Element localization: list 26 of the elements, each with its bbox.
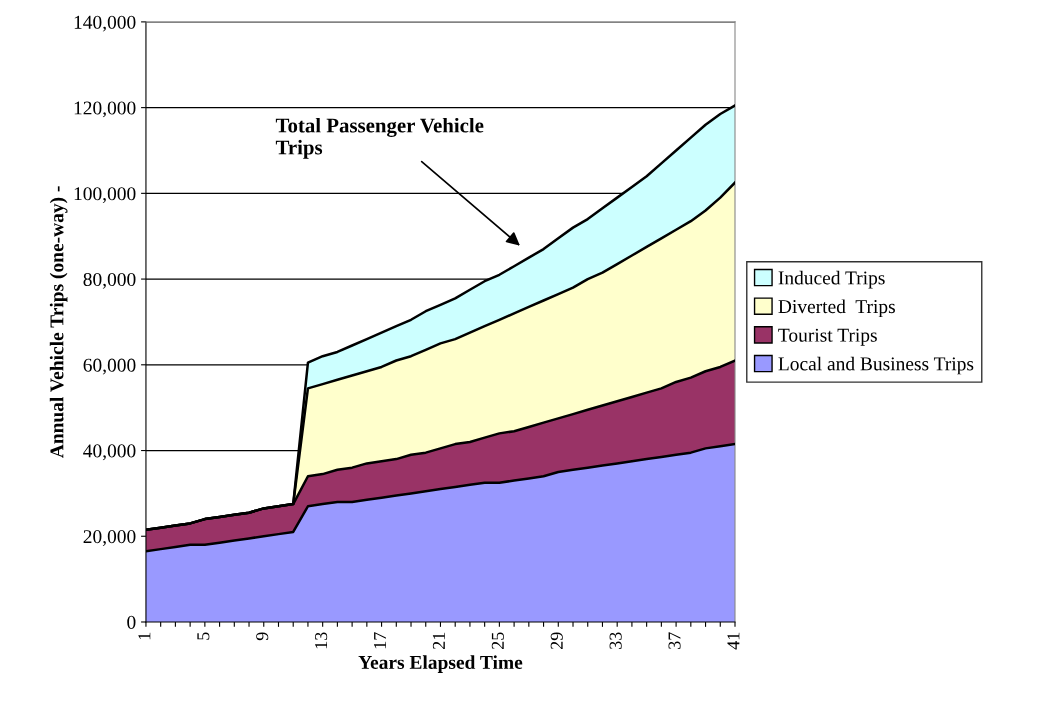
- y-tick-label: 120,000: [74, 101, 136, 118]
- legend-label: Local and Business Trips: [778, 356, 974, 375]
- y-tick-label: 140,000: [74, 15, 136, 32]
- x-tick-label: 41: [727, 632, 740, 650]
- annotation: Total Passenger Vehicle Trips: [275, 117, 484, 159]
- x-tick-label: 33: [609, 632, 622, 649]
- x-tick-label: 37: [668, 632, 681, 649]
- y-tick-label: 60,000: [83, 358, 136, 375]
- x-tick-label: 5: [197, 632, 210, 640]
- legend-label: Induced Trips: [778, 270, 885, 289]
- x-tick-label: 17: [373, 632, 386, 649]
- y-tick-label: 100,000: [74, 187, 136, 204]
- y-tick-label: 40,000: [83, 444, 136, 461]
- y-tick-label: 20,000: [83, 530, 136, 546]
- x-axis-title: Years Elapsed Time: [358, 655, 523, 673]
- x-tick-label: 9: [256, 632, 269, 641]
- x-tick-label: 1: [138, 632, 151, 640]
- y-tick-label: 80,000: [83, 272, 136, 289]
- y-axis-title: Annual Vehicle Trips (one-way) -: [49, 186, 68, 459]
- x-tick-label: 25: [491, 632, 504, 649]
- x-tick-label: 21: [432, 632, 445, 649]
- x-tick-label: 13: [315, 632, 328, 649]
- y-tick-label: 0: [127, 615, 136, 629]
- x-tick-label: 29: [550, 632, 563, 649]
- legend-label: Tourist Trips: [778, 328, 877, 346]
- legend-label: Diverted Trips: [778, 299, 895, 318]
